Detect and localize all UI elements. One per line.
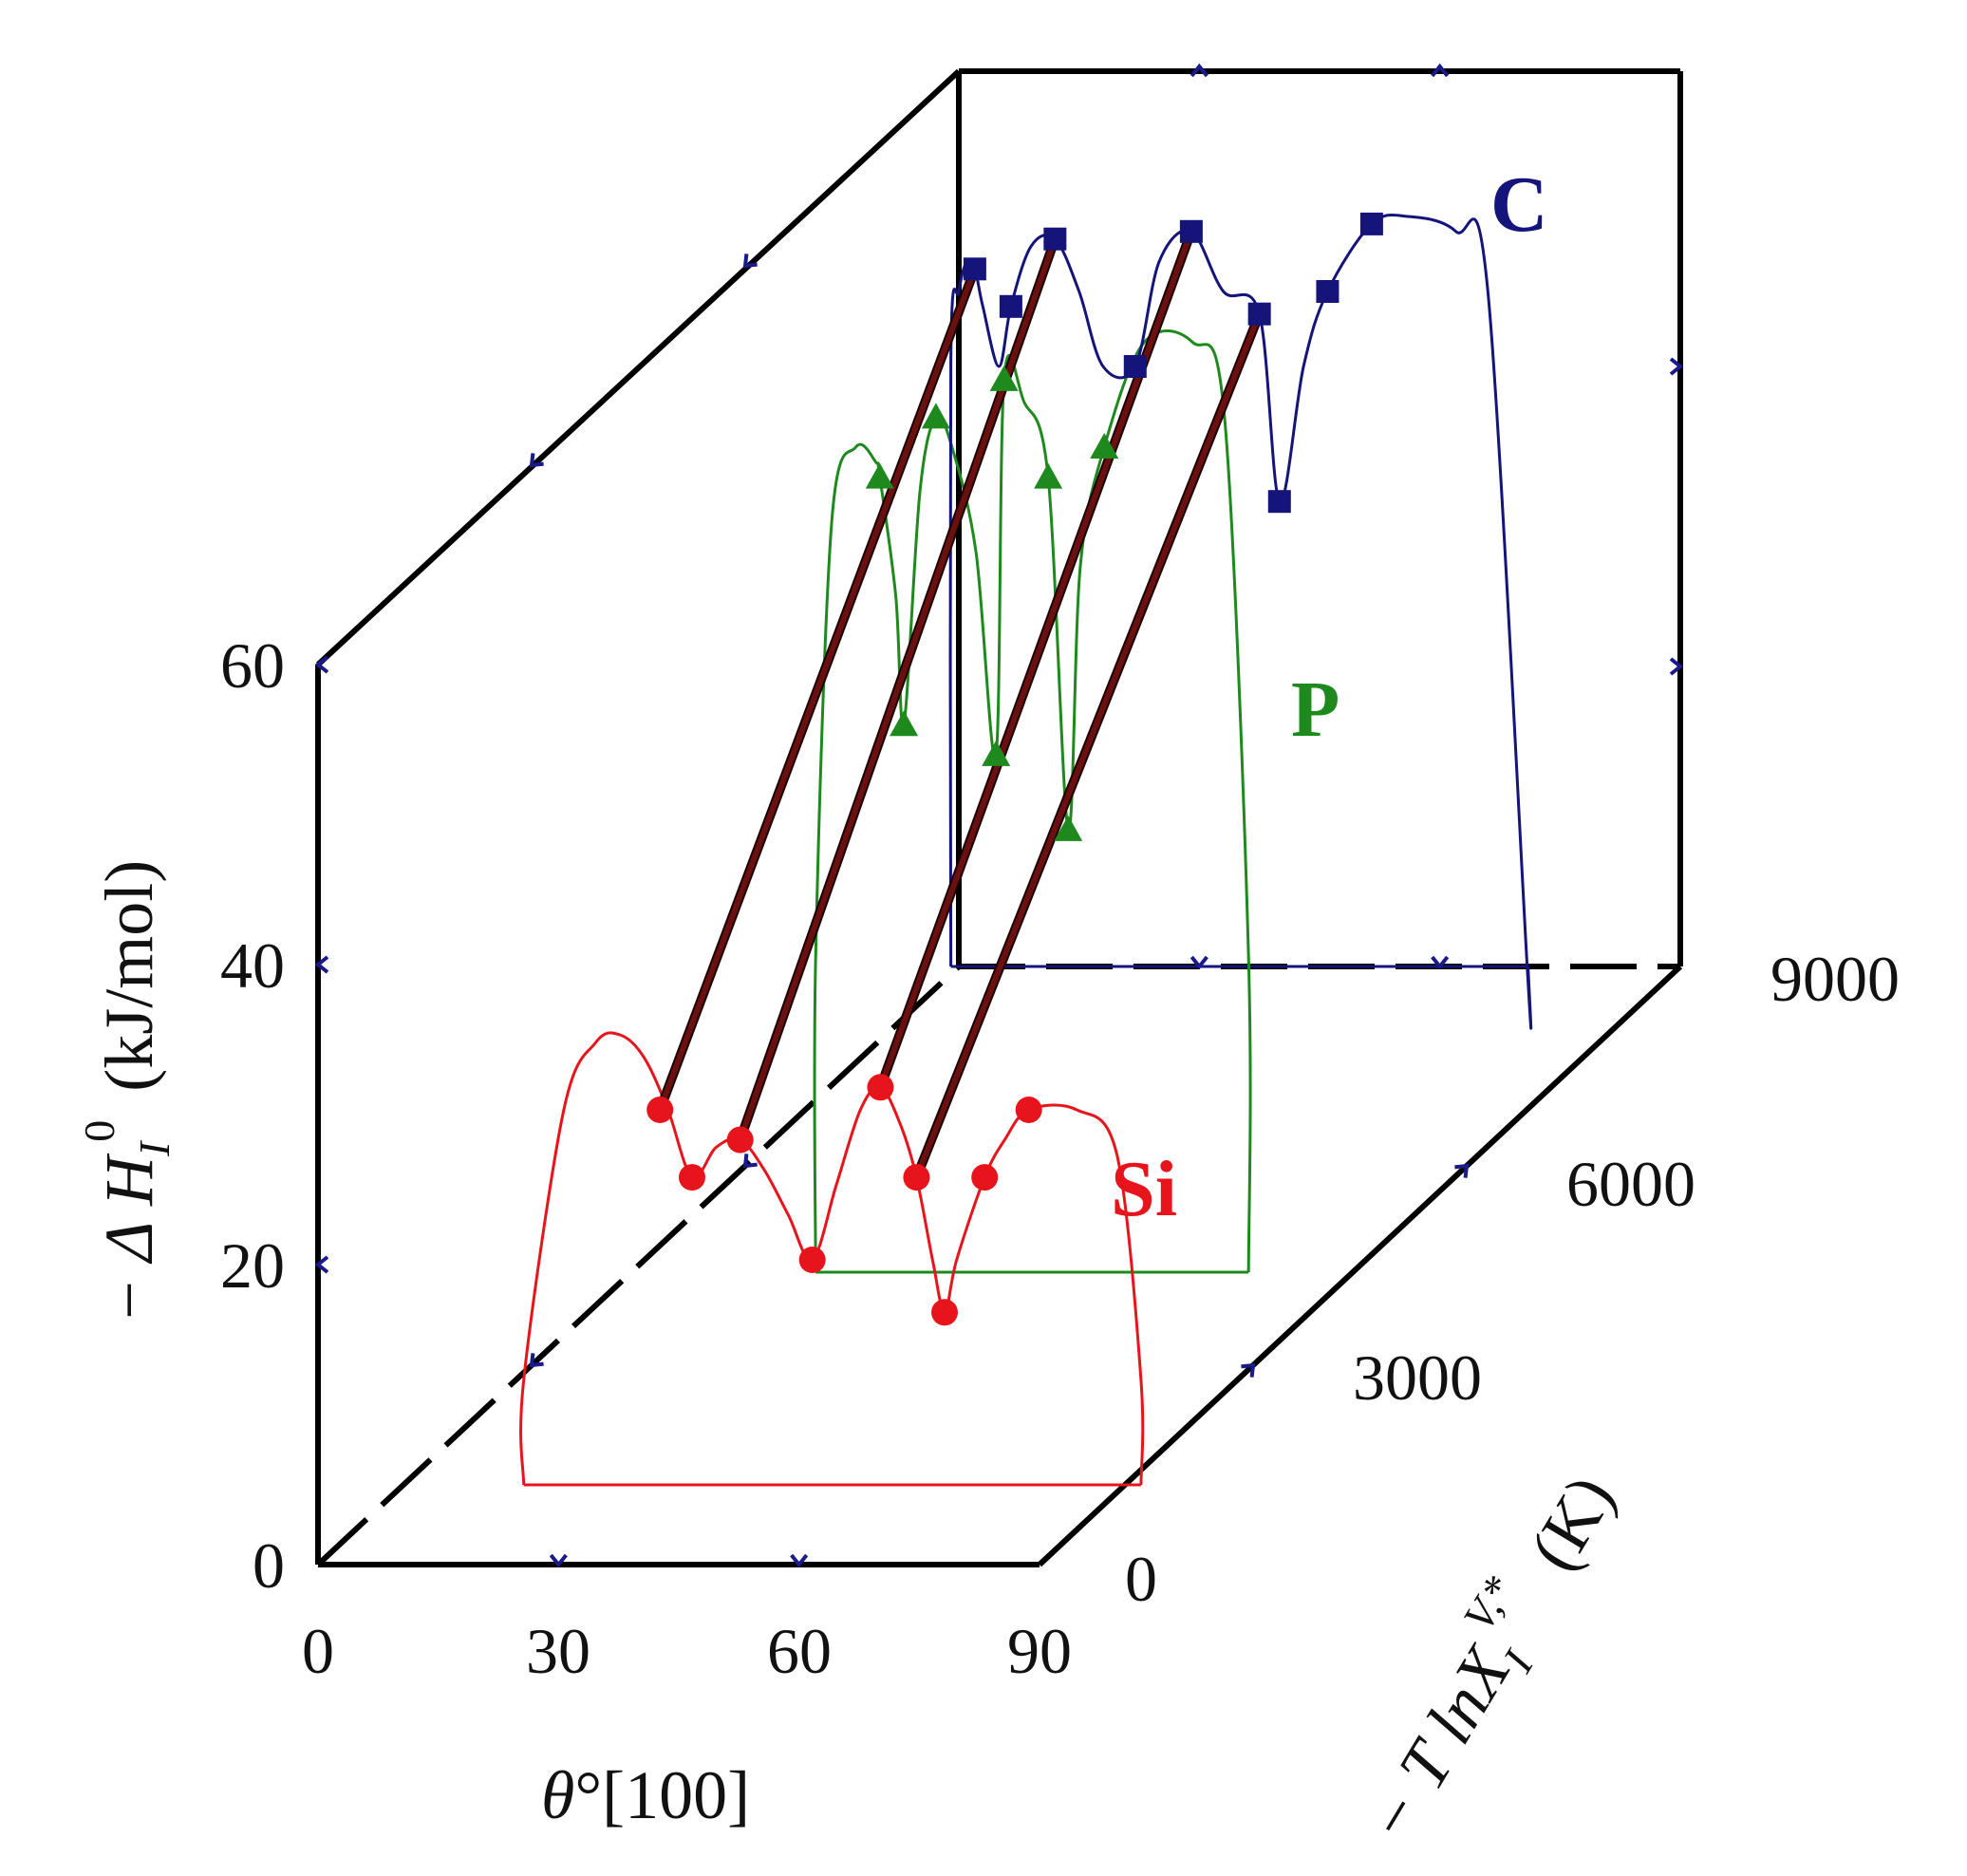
data-point-c — [963, 257, 986, 281]
x-tickmark — [1190, 955, 1208, 970]
frame-depth-bottom-left — [315, 964, 962, 1567]
series-label-p: P — [1291, 666, 1339, 754]
z-tickmark — [742, 1154, 758, 1169]
data-point-c — [1316, 280, 1339, 303]
z-tick-label: 9000 — [1770, 943, 1900, 1015]
data-point-p — [1054, 815, 1083, 841]
y-tick-label: 60 — [220, 629, 285, 702]
data-point-p — [890, 710, 919, 737]
data-point-si — [971, 1164, 999, 1191]
data-point-c — [1123, 355, 1147, 378]
x-tickmark — [1431, 955, 1450, 970]
x-axis-title: θ°[100] — [541, 1757, 750, 1833]
y-tickmark — [314, 955, 329, 974]
frame-depth-top-left — [315, 68, 962, 667]
x-tickmark — [1431, 63, 1450, 78]
x-tick-label: 30 — [526, 1615, 590, 1687]
z-axis-title: − T lnXIV,*(K) — [1337, 1454, 1639, 1862]
data-point-si — [798, 1247, 826, 1273]
z-tickmark — [1241, 1362, 1256, 1378]
y-tickmark — [1669, 357, 1684, 376]
series-markers — [646, 212, 1383, 1326]
z-axis-ticks: 0 3000 6000 9000 — [1125, 943, 1900, 1615]
y-tick-label: 0 — [253, 1529, 285, 1602]
data-point-si — [726, 1126, 754, 1154]
y-tickmark — [314, 1255, 329, 1274]
series-curves — [519, 213, 1533, 1486]
data-point-c — [1179, 219, 1203, 243]
z-tickmark — [529, 1353, 544, 1368]
series-baselines — [523, 965, 1528, 1487]
data-point-c — [1043, 227, 1067, 251]
data-point-c — [999, 294, 1022, 318]
x-tickmark — [1190, 63, 1208, 78]
data-point-c — [1247, 302, 1271, 326]
data-point-p — [989, 365, 1019, 391]
curve-c — [948, 213, 1533, 1030]
y-tick-label: 20 — [220, 1229, 285, 1302]
frame-depth-bottom-right — [1037, 964, 1683, 1567]
data-point-c — [1359, 212, 1383, 235]
data-point-p — [921, 403, 950, 429]
data-point-si — [646, 1097, 674, 1123]
x-tickmark — [549, 1553, 568, 1568]
data-point-p — [1034, 462, 1063, 489]
x-tick-label: 60 — [767, 1615, 832, 1687]
x-tickmark — [790, 1553, 809, 1568]
z-tick-label: 3000 — [1353, 1341, 1482, 1414]
y-tickmark — [1669, 657, 1684, 676]
connector-line — [913, 310, 1263, 1181]
y-axis-title: − Δ HI0(kJ/mol) — [75, 860, 178, 1324]
y-axis-ticks: 0 20 40 60 — [220, 629, 285, 1602]
curve-si — [519, 1031, 1145, 1486]
x-tick-label: 0 — [302, 1615, 334, 1687]
data-point-si — [903, 1164, 930, 1191]
data-point-si — [867, 1074, 894, 1101]
axis-tickmarks — [314, 63, 1684, 1568]
curve-p — [813, 328, 1252, 1273]
data-point-c — [1267, 490, 1291, 514]
data-point-si — [1015, 1097, 1042, 1123]
z-tickmark — [742, 253, 758, 269]
data-point-si — [679, 1164, 705, 1191]
data-point-p — [1090, 433, 1119, 459]
series-label-si: Si — [1111, 1145, 1177, 1233]
connector-line — [657, 266, 978, 1113]
y-tickmark — [314, 655, 329, 674]
series-label-c: C — [1490, 160, 1548, 249]
z-tick-label: 0 — [1125, 1543, 1157, 1615]
data-point-si — [931, 1299, 958, 1326]
z-tickmark — [1454, 1163, 1470, 1178]
x-tick-label: 90 — [1007, 1615, 1072, 1687]
data-point-p — [865, 462, 894, 489]
z-tick-label: 6000 — [1566, 1148, 1695, 1220]
z-tickmark — [529, 453, 544, 468]
y-tick-label: 40 — [220, 929, 285, 1002]
data-point-p — [982, 740, 1011, 766]
x-axis-ticks: 0 30 60 90 — [302, 1615, 1072, 1687]
